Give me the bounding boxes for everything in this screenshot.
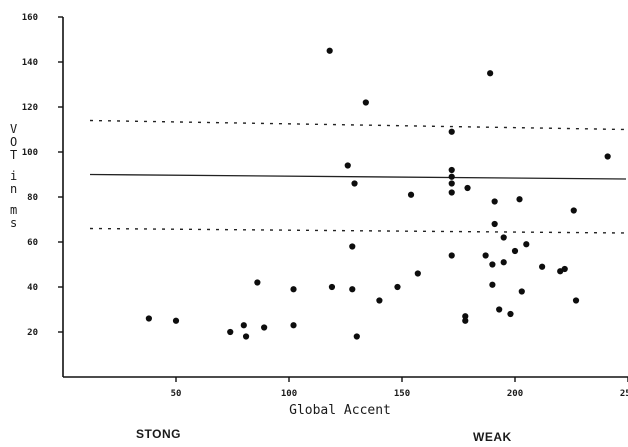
data-point <box>487 70 494 77</box>
x-tick-label: 250 <box>620 389 628 399</box>
reference-line-dashed <box>89 119 627 131</box>
y-tick-label: 140 <box>22 58 38 68</box>
x-tick-label: 100 <box>281 389 297 399</box>
y-tick-label: 160 <box>22 13 38 23</box>
data-point <box>511 247 519 255</box>
data-point <box>539 263 546 270</box>
data-point <box>570 207 577 214</box>
data-point <box>500 234 507 241</box>
reference-lines <box>89 119 627 234</box>
axes <box>62 17 628 378</box>
data-point <box>572 297 580 304</box>
data-point <box>491 198 498 205</box>
data-point <box>349 243 356 250</box>
y-tick-label: 20 <box>27 328 38 338</box>
x-ticks: 50 100 150 200 250 <box>171 377 628 399</box>
data-point <box>394 283 401 291</box>
data-point <box>462 317 469 324</box>
y-tick-label: 80 <box>27 193 38 203</box>
data-point <box>227 328 234 336</box>
y-tick-label: 40 <box>27 283 38 293</box>
data-point <box>326 47 333 54</box>
y-tick-label: 60 <box>27 238 38 248</box>
data-point <box>353 333 360 340</box>
data-point <box>496 306 503 313</box>
data-point <box>489 281 496 288</box>
data-point <box>448 252 455 259</box>
data-point <box>491 220 498 228</box>
data-point <box>489 261 496 268</box>
data-point <box>462 313 469 320</box>
data-point <box>145 315 152 322</box>
data-points <box>145 47 611 340</box>
x-end-label-left: STONG <box>136 427 181 441</box>
data-point <box>261 324 268 331</box>
data-point <box>328 283 336 291</box>
data-point <box>414 270 421 277</box>
data-point <box>518 288 525 295</box>
data-point <box>448 166 455 174</box>
y-ticks: 20 40 60 80 100 120 140 160 <box>22 13 63 338</box>
x-axis-title: Global Accent <box>289 403 391 418</box>
y-tick-label: 100 <box>22 148 38 158</box>
reference-line-solid <box>89 173 627 180</box>
x-tick-label: 150 <box>394 389 410 399</box>
data-point <box>351 180 358 187</box>
data-point <box>448 128 455 135</box>
data-point <box>362 99 369 106</box>
data-point <box>376 297 383 304</box>
data-point <box>349 286 356 293</box>
data-point <box>242 333 250 340</box>
data-point <box>448 180 455 187</box>
y-tick-label: 120 <box>22 103 38 113</box>
x-tick-label: 50 <box>171 389 182 399</box>
data-point <box>482 252 489 259</box>
data-point <box>516 196 523 203</box>
data-point <box>290 286 297 293</box>
data-point <box>290 322 297 329</box>
data-point <box>507 310 514 318</box>
data-point <box>604 153 611 160</box>
data-point <box>448 173 455 180</box>
data-point <box>448 189 455 196</box>
data-point <box>344 162 351 169</box>
x-end-label-right: WEAK <box>473 430 512 444</box>
data-point <box>561 265 568 273</box>
data-point <box>254 279 261 286</box>
data-point <box>407 191 415 198</box>
reference-line-dashed <box>89 227 627 234</box>
data-point <box>240 322 247 329</box>
data-point <box>172 317 180 324</box>
data-point <box>464 184 471 192</box>
data-point <box>500 259 507 266</box>
x-tick-label: 200 <box>507 389 523 399</box>
data-point <box>523 241 530 248</box>
